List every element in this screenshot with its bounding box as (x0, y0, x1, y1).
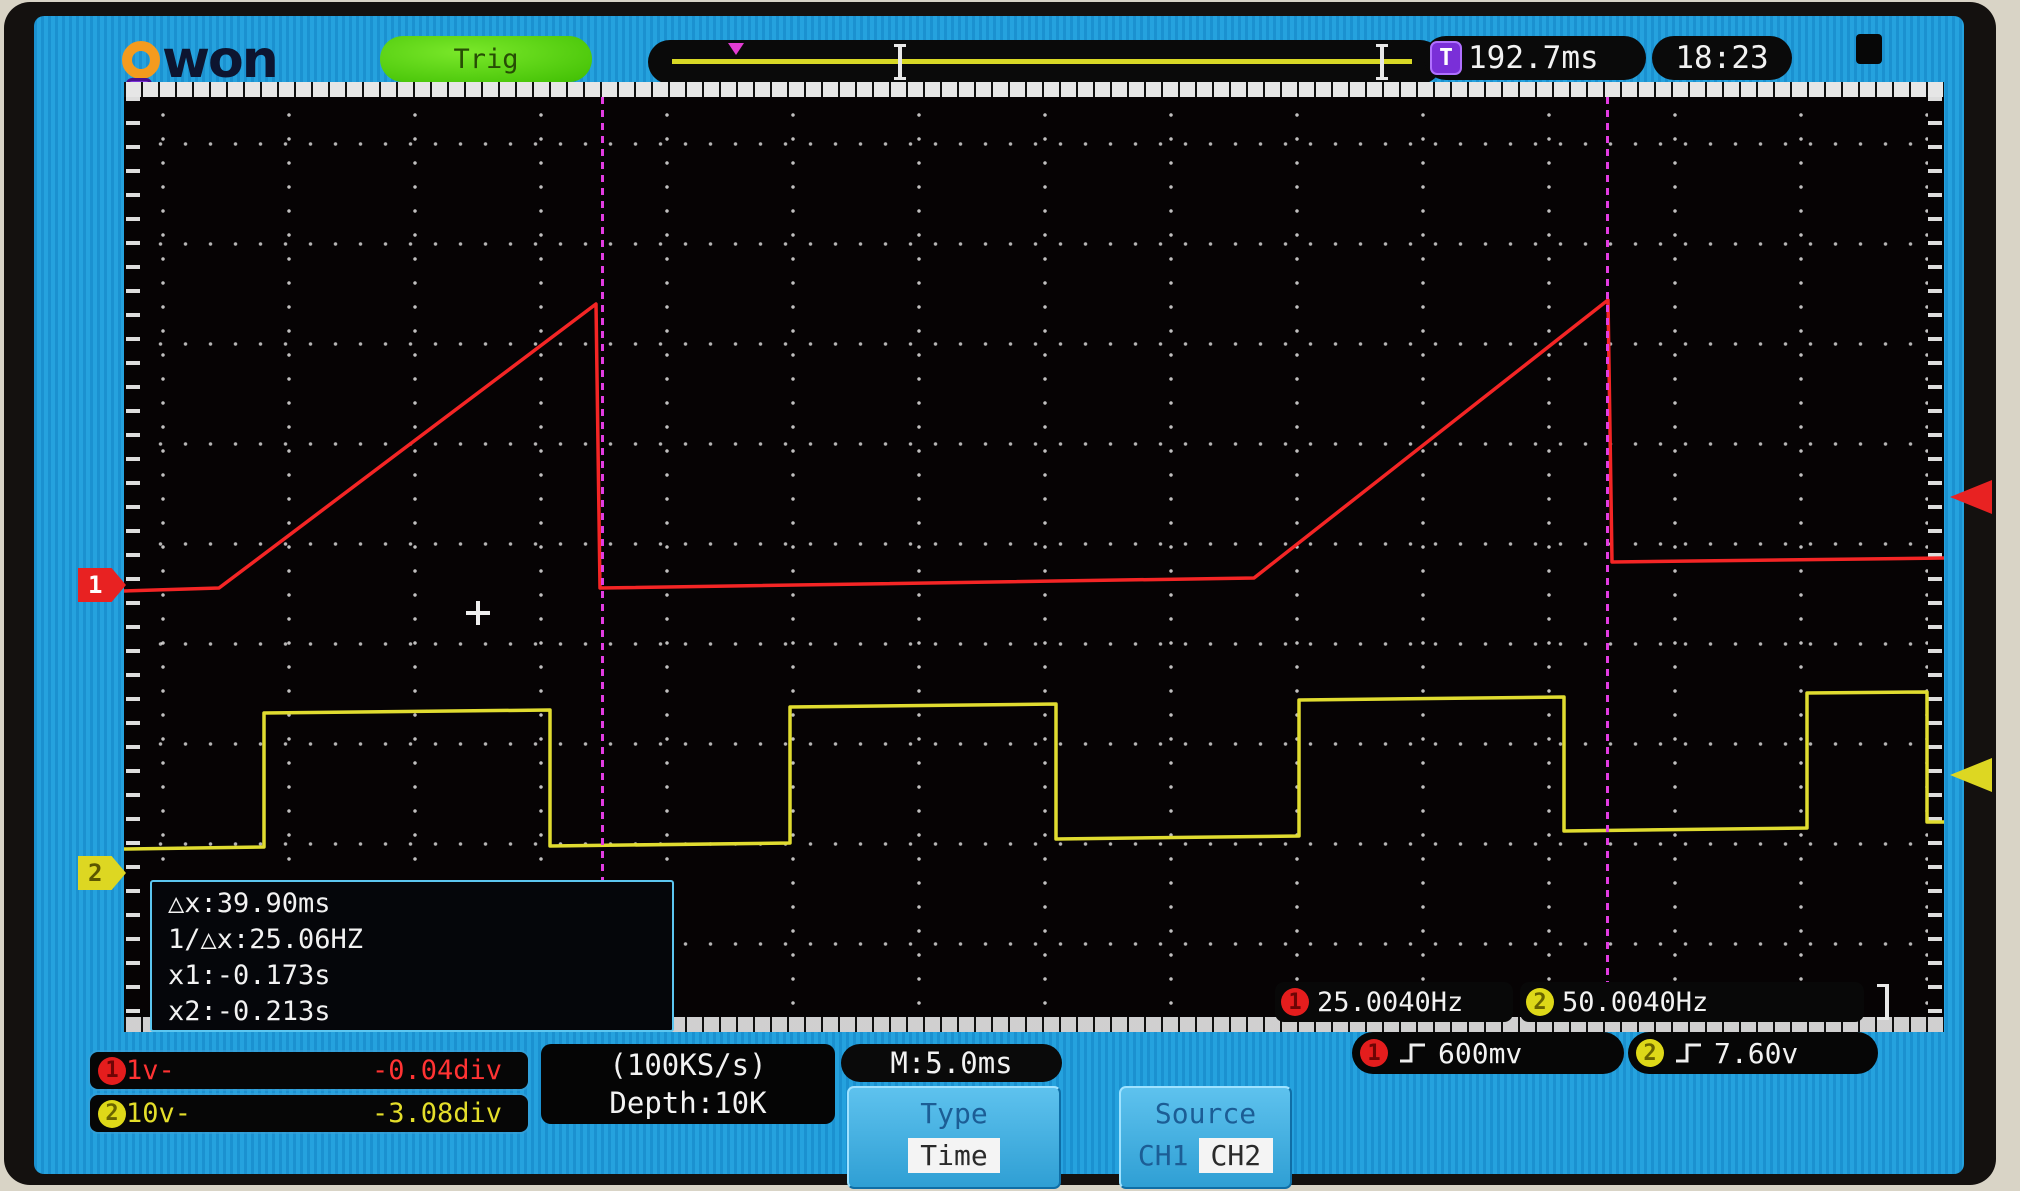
right-edge-bracket-icon (1877, 984, 1889, 1020)
ch1-trigger-level: 600mv (1438, 1036, 1523, 1070)
window-bracket-left (894, 44, 906, 80)
ch1-scale: 1v- (126, 1055, 175, 1086)
ch1-position: -0.04div (371, 1055, 502, 1086)
source-option-ch1[interactable]: CH1 (1137, 1139, 1189, 1172)
ch1-frequency-counter: 1 25.0040Hz (1275, 982, 1513, 1022)
ch2-trigger-readout: 2 7.60v (1628, 1032, 1878, 1074)
trigger-time-value: 192.7ms (1468, 40, 1599, 76)
type-label: Type (920, 1097, 988, 1130)
source-label: Source (1154, 1097, 1257, 1130)
ch2-status-row: 2 10v- -3.08div (90, 1095, 528, 1132)
owon-logo-ring-icon (122, 41, 160, 79)
ch1-position-marker[interactable]: 1 (78, 568, 126, 602)
owon-logo: won (122, 30, 279, 90)
cursor-inv-dx: 1/△x:25.06HZ (168, 924, 364, 955)
record-length-line (672, 59, 1412, 64)
cursor-x2: x2:-0.213s (168, 996, 331, 1027)
clock-readout: 18:23 (1652, 36, 1792, 80)
trigger-t-icon: T (1430, 41, 1462, 75)
ch2-position: -3.08div (371, 1098, 502, 1129)
timebase-readout: M:5.0ms (841, 1044, 1062, 1082)
menu-button-source[interactable]: Source CH1 CH2 (1119, 1086, 1292, 1189)
time-cursor-1[interactable] (601, 97, 604, 1017)
ch1-badge: 1 (98, 1056, 126, 1085)
top-right-indicator (1856, 34, 1882, 64)
ruler-top (124, 82, 1944, 97)
ruler-left (126, 97, 140, 1017)
ch2-badge: 2 (1526, 988, 1554, 1016)
sample-rate: (100KS/s) (609, 1048, 767, 1082)
menu-button-type[interactable]: Type Time (847, 1086, 1061, 1189)
window-bracket-right (1376, 44, 1388, 80)
time-cursor-2[interactable] (1606, 97, 1609, 1017)
grid-dots (140, 97, 1928, 1017)
ch1-frequency-value: 25.0040Hz (1317, 986, 1464, 1018)
record-position-bar[interactable] (648, 40, 1442, 84)
rising-edge-icon (1400, 1043, 1425, 1063)
ch1-badge: 1 (1360, 1039, 1388, 1067)
cursor-x1: x1:-0.173s (168, 960, 331, 991)
trigger-position-marker-icon (728, 43, 744, 55)
ch2-badge: 2 (98, 1099, 126, 1128)
source-option-ch2[interactable]: CH2 (1198, 1138, 1274, 1173)
ch1-badge: 1 (1281, 988, 1309, 1016)
ch1-trigger-readout: 1 600mv (1352, 1032, 1624, 1074)
acquire-info-box: (100KS/s) Depth:10K (541, 1044, 835, 1124)
rising-edge-icon (1676, 1043, 1701, 1063)
record-depth: Depth:10K (609, 1086, 767, 1120)
ch2-frequency-value: 50.0040Hz (1562, 986, 1709, 1018)
ch2-frequency-counter: 2 50.0040Hz (1520, 982, 1864, 1022)
ch1-status-row: 1 1v- -0.04div (90, 1052, 528, 1089)
waveform-display: △x:39.90ms 1/△x:25.06HZ x1:-0.173s x2:-0… (124, 82, 1944, 1032)
type-value[interactable]: Time (908, 1138, 1000, 1173)
ch2-scale: 10v- (126, 1098, 192, 1129)
ch2-trigger-level: 7.60v (1714, 1036, 1799, 1070)
trig-status-badge: Trig (380, 36, 592, 82)
screen-center-marker-icon (466, 601, 490, 625)
trigger-time-readout: T 192.7ms (1424, 36, 1646, 80)
ch2-position-marker[interactable]: 2 (78, 856, 126, 890)
ch2-badge: 2 (1636, 1039, 1664, 1067)
scope-screen: won Trig T 192.7ms 18:23 △x:39.9 (34, 16, 1992, 1189)
cursor-dx: △x:39.90ms (168, 888, 331, 919)
cursor-measure-panel: △x:39.90ms 1/△x:25.06HZ x1:-0.173s x2:-0… (150, 880, 674, 1032)
owon-logo-text: won (162, 30, 279, 90)
waveform-traces (124, 298, 1944, 851)
